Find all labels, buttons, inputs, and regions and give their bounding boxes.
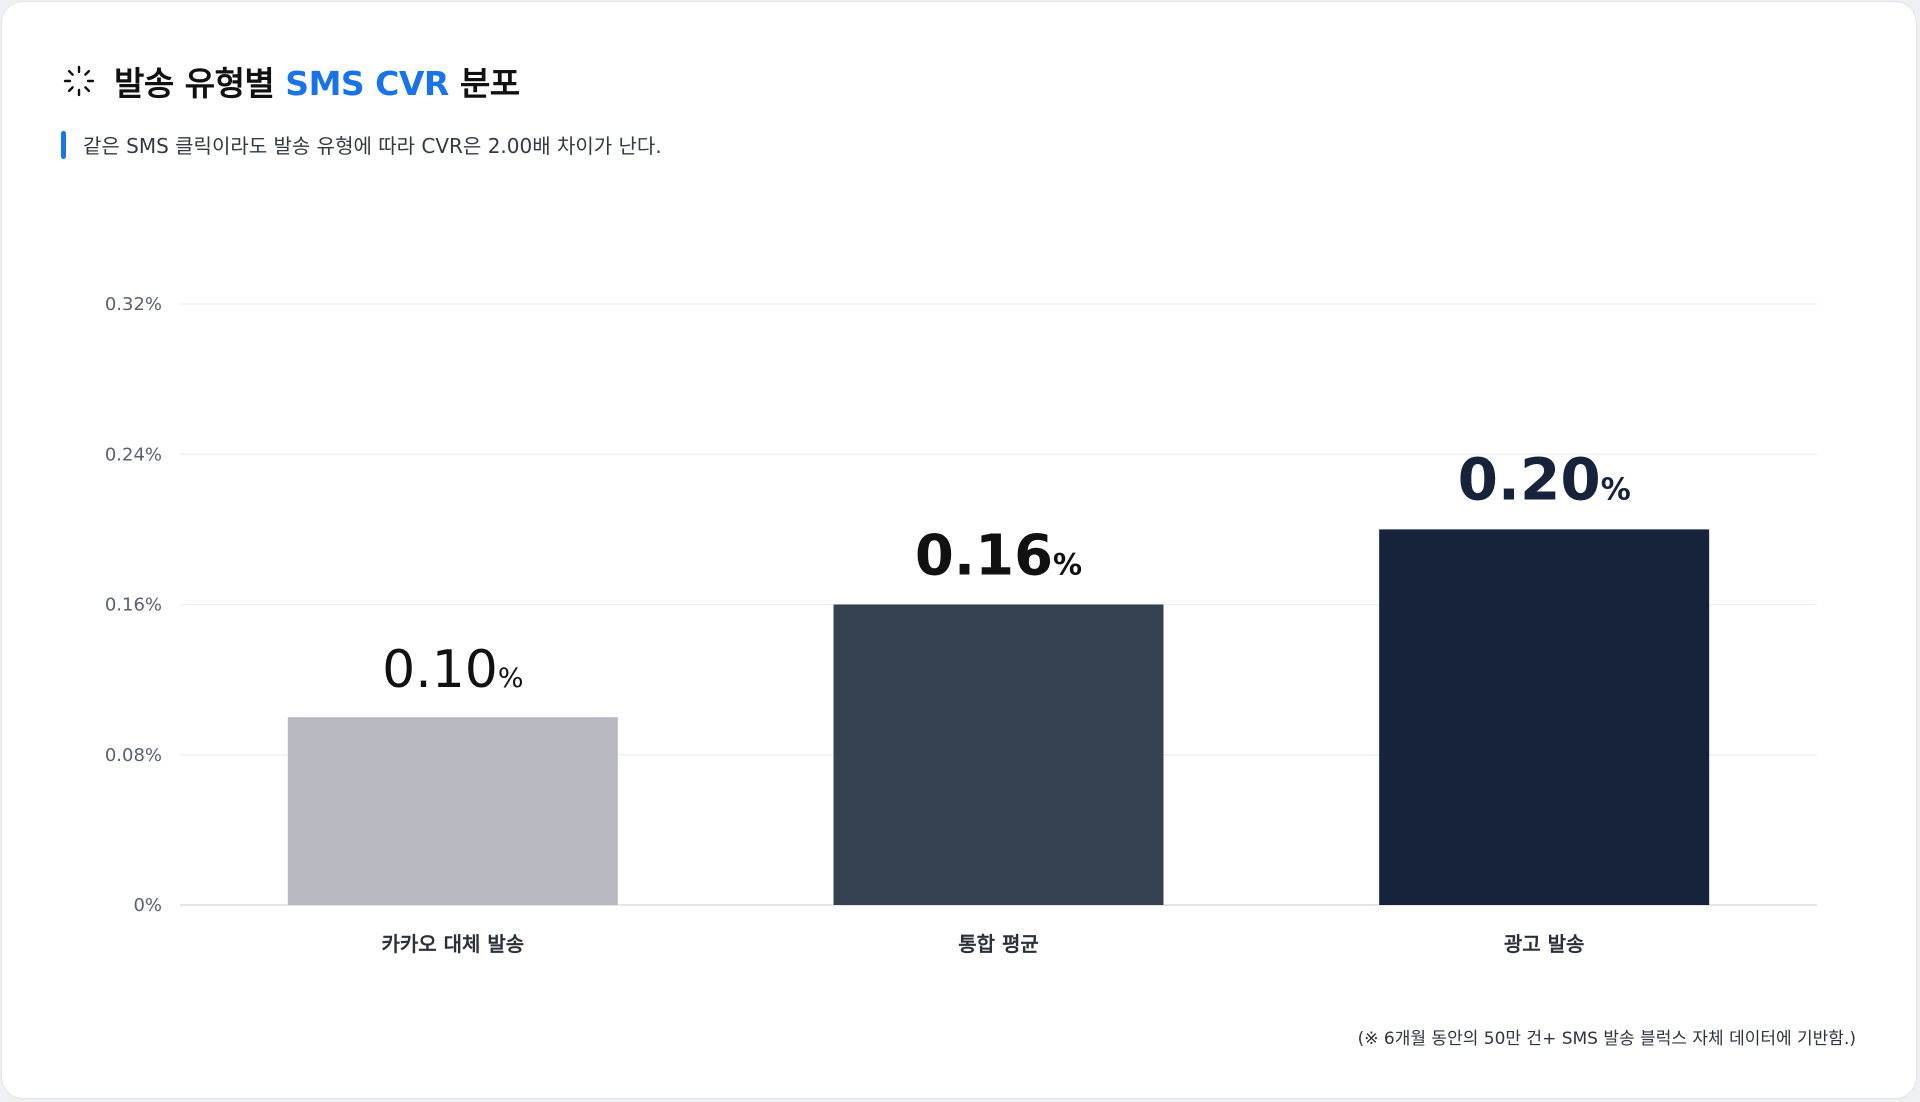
data-label: 0.20% <box>1458 445 1631 513</box>
data-label-unit: % <box>1601 472 1631 507</box>
data-label: 0.10% <box>382 640 523 700</box>
data-label: 0.16% <box>915 524 1082 589</box>
subtitle-block: 같은 SMS 클릭이라도 발송 유형에 따라 CVR은 2.00배 차이가 난다… <box>61 130 662 159</box>
x-tick-label: 광고 발송 <box>1504 932 1585 956</box>
x-tick-label: 통합 평균 <box>958 932 1039 956</box>
title-accent: SMS CVR <box>285 64 449 103</box>
subtitle-accent-bar <box>61 130 66 159</box>
data-label-number: 0.20 <box>1458 445 1601 513</box>
bar <box>1379 529 1710 905</box>
x-tick-label: 카카오 대체 발송 <box>381 932 524 956</box>
bar <box>287 717 618 905</box>
footnote: (※ 6개월 동안의 50만 건+ SMS 발송 블럭스 자체 데이터에 기반함… <box>1357 1029 1856 1049</box>
title-prefix: 발송 유형별 <box>114 64 275 103</box>
subtitle: 같은 SMS 클릭이라도 발송 유형에 따라 CVR은 2.00배 차이가 난다… <box>83 134 662 158</box>
y-tick-label: 0.32% <box>105 294 162 315</box>
data-label-number: 0.16 <box>915 524 1053 589</box>
page-title: 발송 유형별 SMS CVR 분포 <box>114 57 520 105</box>
y-tick-label: 0% <box>133 895 162 916</box>
y-tick-label: 0.24% <box>105 444 162 465</box>
chart-header: 발송 유형별 SMS CVR 분포 <box>62 57 520 105</box>
loading-spinner-icon <box>63 65 95 97</box>
bar <box>833 604 1164 905</box>
y-tick-label: 0.08% <box>105 745 162 766</box>
y-tick-label: 0.16% <box>105 595 162 616</box>
data-label-unit: % <box>1053 548 1082 582</box>
data-label-number: 0.10 <box>382 640 498 700</box>
title-suffix: 분포 <box>459 64 520 103</box>
data-label-unit: % <box>498 663 524 694</box>
